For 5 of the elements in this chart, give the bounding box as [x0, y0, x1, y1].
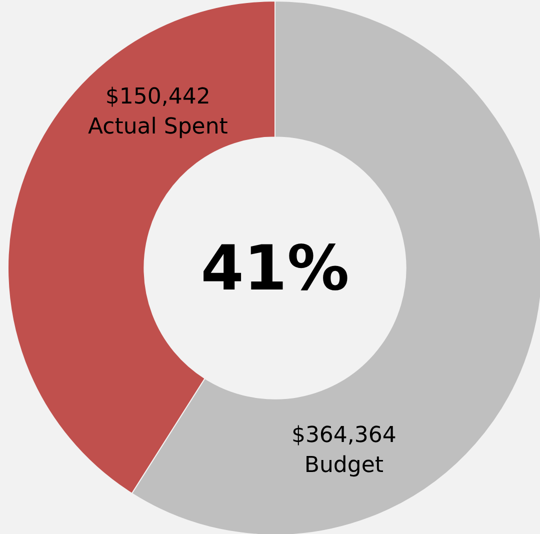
slice-label: Actual Spent — [88, 114, 228, 140]
text: 41% — [200, 232, 350, 304]
text: $364,364 — [291, 422, 396, 448]
slice-label: Budget — [304, 452, 384, 478]
text: $150,442 — [105, 84, 210, 110]
